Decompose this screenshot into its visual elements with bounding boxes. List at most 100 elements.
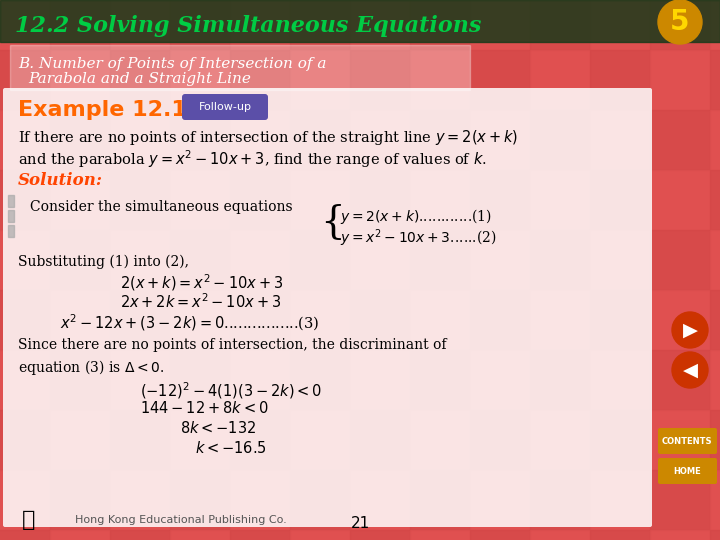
Text: $(-12)^2 - 4(1)(3 - 2k) < 0$: $(-12)^2 - 4(1)(3 - 2k) < 0$ [140, 380, 322, 401]
Bar [230, 230, 290, 290]
Bar [0, 50, 50, 110]
Bar [590, 230, 650, 290]
Bar [410, 230, 470, 290]
Bar [650, 530, 710, 540]
Bar [110, 350, 170, 410]
Bar [710, 470, 720, 530]
Bar [590, 530, 650, 540]
Bar [110, 410, 170, 470]
Bar [350, 0, 410, 50]
Bar [350, 410, 410, 470]
Bar [170, 290, 230, 350]
Bar [650, 110, 710, 170]
Bar [110, 470, 170, 530]
Bar [290, 50, 350, 110]
Bar [590, 110, 650, 170]
Bar [650, 0, 710, 50]
Text: Consider the simultaneous equations: Consider the simultaneous equations [30, 200, 292, 214]
Bar [0, 110, 50, 170]
Bar [170, 110, 230, 170]
Bar [650, 230, 710, 290]
Bar [470, 170, 530, 230]
Bar [650, 50, 710, 110]
Bar [590, 0, 650, 50]
Bar [50, 230, 110, 290]
Bar [410, 50, 470, 110]
Text: $2x + 2k = x^2 - 10x + 3$: $2x + 2k = x^2 - 10x + 3$ [120, 292, 282, 310]
Bar [530, 350, 590, 410]
Bar [230, 350, 290, 410]
Bar [50, 50, 110, 110]
Bar [290, 170, 350, 230]
Bar [170, 0, 230, 50]
Bar [110, 290, 170, 350]
Bar [470, 50, 530, 110]
Bar [410, 290, 470, 350]
Bar [650, 350, 710, 410]
Bar [350, 470, 410, 530]
Bar [50, 290, 110, 350]
Bar [530, 50, 590, 110]
Bar [290, 0, 350, 50]
Bar [50, 350, 110, 410]
Text: {: { [320, 204, 345, 241]
Bar [350, 170, 410, 230]
Bar [590, 50, 650, 110]
Bar [530, 110, 590, 170]
Bar [110, 170, 170, 230]
Bar [470, 410, 530, 470]
Bar [710, 530, 720, 540]
Bar [170, 470, 230, 530]
Text: Hong Kong Educational Publishing Co.: Hong Kong Educational Publishing Co. [75, 515, 287, 525]
Text: $x^2 - 12x + (3 - 2k) = 0$................(3): $x^2 - 12x + (3 - 2k) = 0$..............… [60, 312, 320, 333]
Bar [0, 0, 50, 50]
Bar [470, 530, 530, 540]
Bar [290, 350, 350, 410]
Text: $2(x + k) = x^2 - 10x + 3$: $2(x + k) = x^2 - 10x + 3$ [120, 272, 283, 293]
Text: ▶: ▶ [683, 321, 698, 340]
Bar [230, 530, 290, 540]
Bar [8, 195, 14, 207]
Text: HOME: HOME [673, 467, 701, 476]
Text: Since there are no points of intersection, the discriminant of: Since there are no points of intersectio… [18, 338, 446, 352]
FancyBboxPatch shape [658, 458, 717, 484]
Text: Example 12.10T: Example 12.10T [18, 100, 217, 120]
Bar [710, 230, 720, 290]
Circle shape [672, 352, 708, 388]
Bar [530, 410, 590, 470]
Text: CONTENTS: CONTENTS [662, 436, 712, 446]
Bar [290, 410, 350, 470]
Bar [50, 410, 110, 470]
Bar [470, 470, 530, 530]
Bar [590, 350, 650, 410]
Bar [110, 50, 170, 110]
Bar [0, 410, 50, 470]
Text: Parabola and a Straight Line: Parabola and a Straight Line [28, 72, 251, 86]
Bar [410, 410, 470, 470]
Bar [50, 470, 110, 530]
Circle shape [658, 0, 702, 44]
Text: ◀: ◀ [683, 361, 698, 380]
Bar [230, 410, 290, 470]
FancyBboxPatch shape [3, 88, 652, 527]
Bar [410, 470, 470, 530]
Bar [410, 170, 470, 230]
Bar [350, 230, 410, 290]
Bar [170, 170, 230, 230]
Bar [230, 50, 290, 110]
Bar [470, 230, 530, 290]
Text: 12.2 Solving Simultaneous Equations: 12.2 Solving Simultaneous Equations [15, 15, 482, 37]
Bar [50, 110, 110, 170]
Bar [410, 350, 470, 410]
Bar [290, 530, 350, 540]
Text: 📖: 📖 [22, 510, 35, 530]
Bar [530, 290, 590, 350]
Bar [470, 350, 530, 410]
Bar [530, 530, 590, 540]
Bar [0, 0, 720, 42]
Bar [50, 530, 110, 540]
Bar [290, 470, 350, 530]
Text: 21: 21 [351, 516, 369, 531]
Text: Substituting (1) into (2),: Substituting (1) into (2), [18, 255, 189, 269]
Bar [530, 0, 590, 50]
